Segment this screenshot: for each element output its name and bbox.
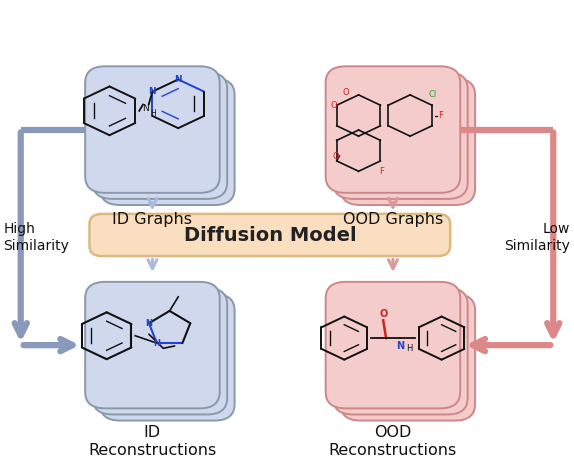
- Text: N: N: [153, 338, 160, 348]
- Text: O: O: [379, 309, 387, 319]
- Text: Low
Similarity: Low Similarity: [505, 222, 571, 253]
- FancyBboxPatch shape: [333, 288, 468, 415]
- FancyBboxPatch shape: [85, 282, 220, 408]
- Text: H: H: [150, 110, 156, 118]
- Text: ID
Reconstructions: ID Reconstructions: [88, 425, 216, 458]
- Text: F: F: [438, 111, 443, 120]
- FancyBboxPatch shape: [340, 78, 475, 205]
- FancyBboxPatch shape: [92, 288, 227, 415]
- Text: N: N: [145, 319, 153, 328]
- Text: OOD
Reconstructions: OOD Reconstructions: [329, 425, 457, 458]
- Text: N: N: [149, 87, 156, 96]
- FancyBboxPatch shape: [100, 78, 235, 205]
- FancyBboxPatch shape: [92, 72, 227, 199]
- Text: Cl: Cl: [429, 90, 437, 99]
- Text: O: O: [332, 152, 339, 161]
- Text: ID Graphs: ID Graphs: [113, 212, 192, 227]
- FancyBboxPatch shape: [85, 66, 220, 193]
- FancyBboxPatch shape: [325, 66, 460, 193]
- FancyBboxPatch shape: [333, 72, 468, 199]
- FancyBboxPatch shape: [325, 282, 460, 408]
- Text: N: N: [174, 75, 182, 84]
- Text: N: N: [395, 341, 404, 351]
- Text: H: H: [406, 344, 412, 353]
- Text: N: N: [142, 104, 149, 113]
- FancyBboxPatch shape: [340, 294, 475, 421]
- Text: OOD Graphs: OOD Graphs: [343, 212, 443, 227]
- Text: F: F: [379, 167, 383, 176]
- Text: O: O: [330, 101, 337, 110]
- Text: O: O: [343, 88, 350, 97]
- Text: Diffusion Model: Diffusion Model: [184, 226, 356, 244]
- FancyBboxPatch shape: [100, 294, 235, 421]
- FancyBboxPatch shape: [90, 214, 450, 256]
- Text: High
Similarity: High Similarity: [3, 222, 69, 253]
